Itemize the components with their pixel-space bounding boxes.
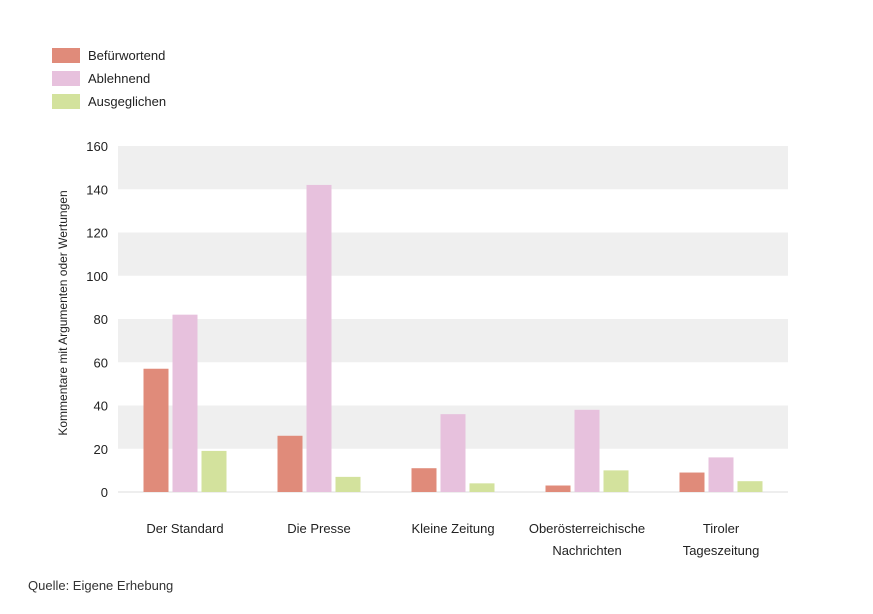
bar bbox=[201, 450, 227, 492]
y-tick-label: 80 bbox=[94, 312, 108, 327]
grid-band bbox=[118, 146, 788, 190]
legend-swatch-befuerwortend bbox=[52, 48, 80, 63]
bar bbox=[708, 457, 734, 492]
bar bbox=[469, 483, 495, 492]
legend: Befürwortend Ablehnend Ausgeglichen bbox=[52, 44, 166, 113]
grid-band bbox=[118, 232, 788, 276]
bar bbox=[603, 470, 629, 492]
y-tick-label: 160 bbox=[86, 139, 108, 154]
legend-swatch-ausgeglichen bbox=[52, 94, 80, 109]
legend-item-ablehnend: Ablehnend bbox=[52, 67, 166, 90]
legend-label-ausgeglichen: Ausgeglichen bbox=[88, 94, 167, 109]
legend-item-befuerwortend: Befürwortend bbox=[52, 44, 166, 67]
bar bbox=[306, 184, 332, 493]
x-tick-label: Oberösterreichische bbox=[529, 521, 645, 536]
y-tick-label: 0 bbox=[101, 485, 108, 500]
y-tick-label: 120 bbox=[86, 226, 108, 241]
legend-item-ausgeglichen: Ausgeglichen bbox=[52, 90, 166, 113]
bar bbox=[411, 468, 437, 492]
bar bbox=[172, 314, 198, 492]
x-tick-label: Tiroler bbox=[703, 521, 740, 536]
bar bbox=[574, 409, 600, 492]
y-tick-label: 40 bbox=[94, 399, 108, 414]
y-tick-label: 100 bbox=[86, 269, 108, 284]
source-note: Quelle: Eigene Erhebung bbox=[28, 578, 174, 593]
x-tick-label: Nachrichten bbox=[552, 543, 621, 558]
grid-band bbox=[118, 319, 788, 363]
y-tick-label: 140 bbox=[86, 182, 108, 197]
x-tick-label: Die Presse bbox=[287, 521, 351, 536]
legend-label-ablehnend: Ablehnend bbox=[88, 71, 151, 86]
bar bbox=[277, 435, 303, 492]
y-tick-label: 20 bbox=[94, 442, 108, 457]
x-tick-label: Der Standard bbox=[146, 521, 223, 536]
bar bbox=[143, 368, 169, 492]
bar bbox=[335, 476, 361, 492]
bar bbox=[545, 485, 571, 492]
legend-swatch-ablehnend bbox=[52, 71, 80, 86]
bar bbox=[440, 414, 466, 492]
bar bbox=[737, 481, 763, 492]
x-tick-label: Kleine Zeitung bbox=[411, 521, 494, 536]
x-tick-label: Tageszeitung bbox=[683, 543, 760, 558]
y-tick-label: 60 bbox=[94, 355, 108, 370]
legend-label-befuerwortend: Befürwortend bbox=[88, 48, 166, 63]
bar bbox=[679, 472, 705, 492]
